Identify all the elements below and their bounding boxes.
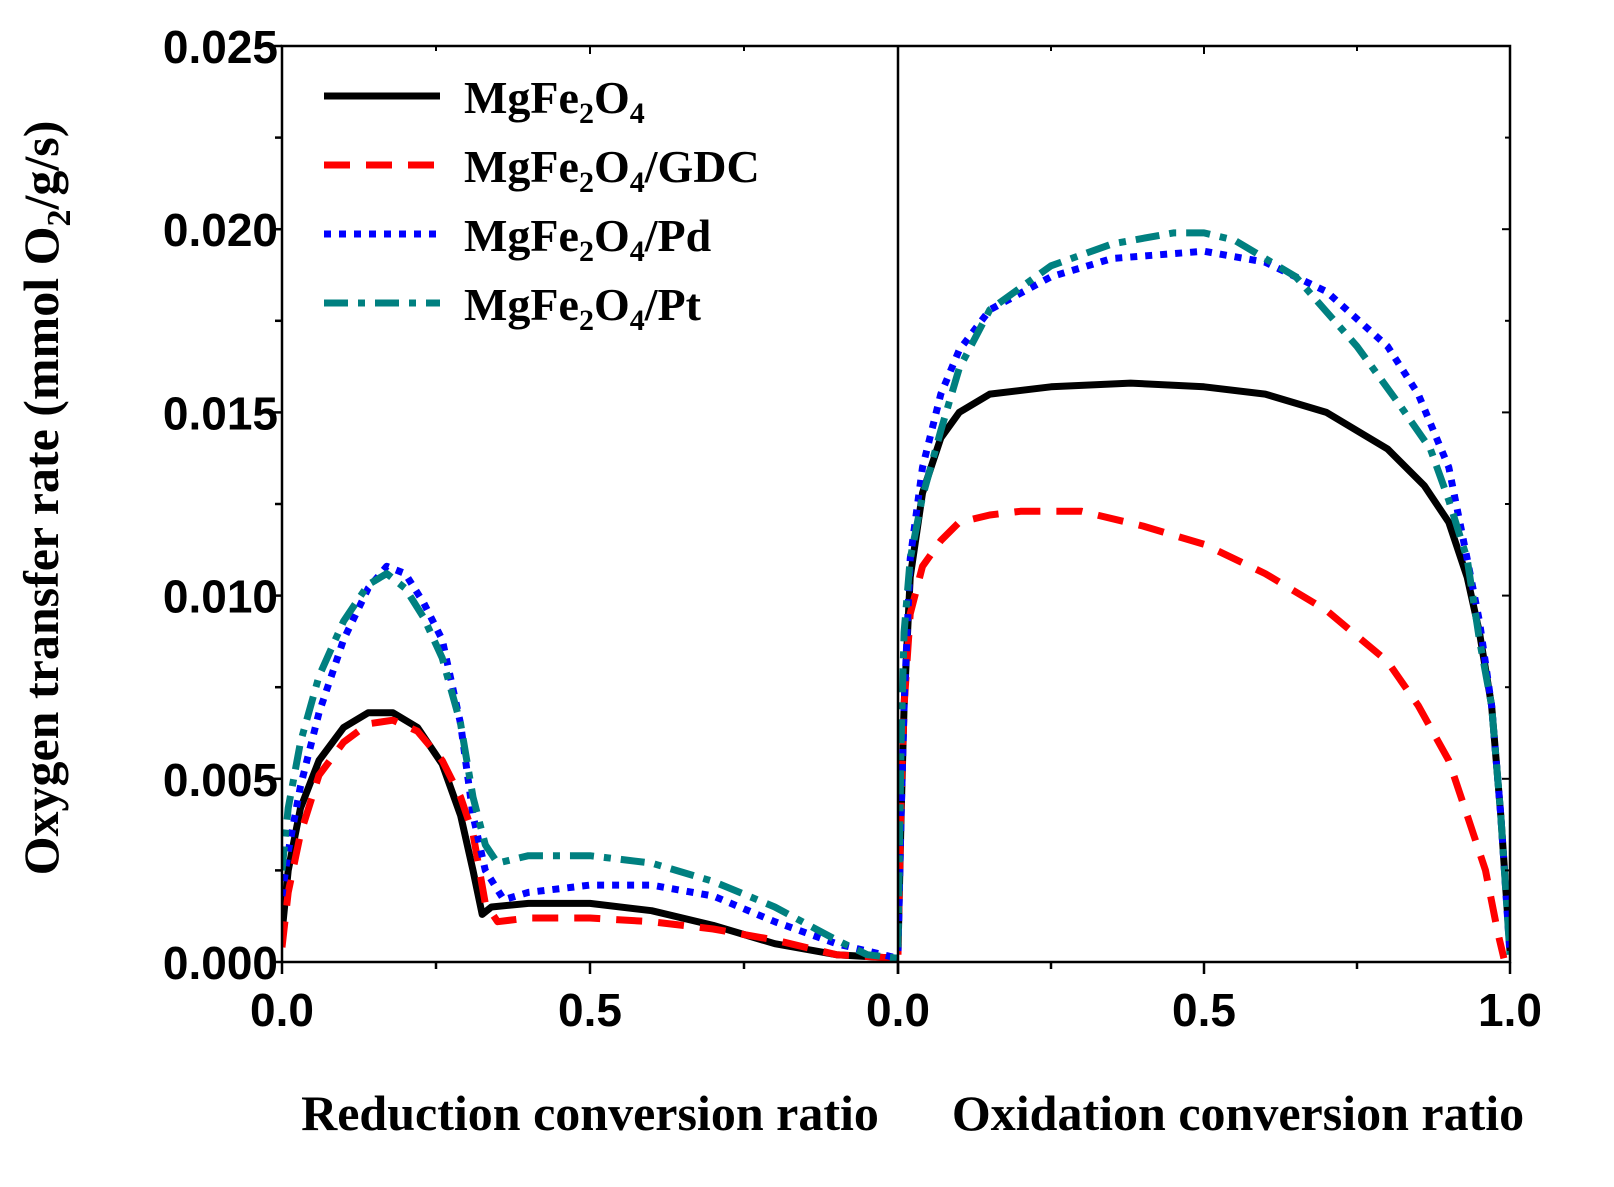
y-tick-label: 0.005 <box>163 754 278 806</box>
x-tick-label: 0.0 <box>866 984 930 1036</box>
series-line-2-oxidation <box>898 507 1508 960</box>
plot-layer <box>282 229 1510 962</box>
legend-label-1: MgFe2O4 <box>464 72 645 130</box>
series-line-4-oxidation <box>898 229 1510 955</box>
axes-layer: 0.000 0.005 0.010 0.015 0.020 0.025 0.0 0.5 0.0 0… <box>163 21 1542 1036</box>
y-tick-label: 0.015 <box>163 387 278 439</box>
legend: MgFe2O4 MgFe2O4/GDC MgFe2O4/Pd MgFe2O4/Pt <box>324 72 760 337</box>
series-line-2-reduction <box>282 716 898 962</box>
legend-label-2: MgFe2O4/GDC <box>464 141 760 199</box>
x-axis-title-oxidation: Oxidation conversion ratio <box>952 1085 1524 1141</box>
legend-label-3: MgFe2O4/Pd <box>464 210 712 268</box>
y-tick-label: 0.025 <box>163 21 278 73</box>
series-line-1-reduction <box>282 709 898 962</box>
x-tick-label: 0.5 <box>558 984 622 1036</box>
y-tick-label: 0.020 <box>163 204 278 256</box>
series-line-1-oxidation <box>898 379 1510 952</box>
y-axis-title: Oxygen transfer rate (mmol O2/g/s) <box>13 121 78 876</box>
series-line-3-oxidation <box>898 247 1510 955</box>
axis-labels: Reduction conversion ratio Oxidation conv… <box>13 121 1524 1141</box>
x-tick-label: 1.0 <box>1478 984 1542 1036</box>
x-tick-label: 0.0 <box>250 984 314 1036</box>
series-line-4-reduction <box>282 570 898 962</box>
y-tick-label: 0.010 <box>163 571 278 623</box>
legend-label-4: MgFe2O4/Pt <box>464 279 702 337</box>
series-line-3-reduction <box>282 562 898 962</box>
x-axis-title-reduction: Reduction conversion ratio <box>301 1085 879 1141</box>
y-tick-label: 0.000 <box>163 937 278 989</box>
x-tick-label: 0.5 <box>1172 984 1236 1036</box>
